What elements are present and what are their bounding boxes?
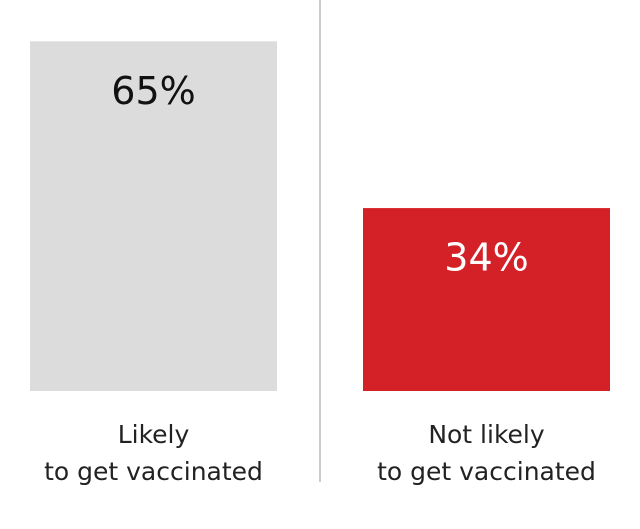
bar — [30, 41, 277, 392]
category-label: Not likely to get vaccinated — [377, 420, 596, 486]
value-label: 65% — [111, 69, 195, 113]
bar — [363, 208, 610, 391]
value-label: 34% — [444, 236, 528, 280]
category-label: Likely to get vaccinated — [44, 420, 263, 486]
